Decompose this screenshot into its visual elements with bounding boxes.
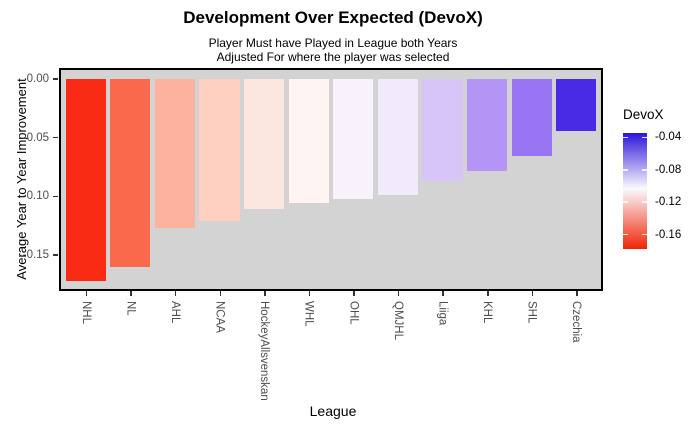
x-tick-mark bbox=[219, 291, 222, 296]
bar-QMJHL bbox=[377, 79, 418, 196]
x-tick-mark bbox=[264, 291, 266, 296]
legend-tick-mark bbox=[623, 136, 628, 139]
x-tick-label: NL bbox=[124, 301, 137, 316]
x-tick-label: Liiga bbox=[436, 301, 449, 326]
x-tick-label: KHL bbox=[481, 301, 494, 324]
legend-tick-label: -0.16 bbox=[655, 228, 682, 241]
bar-NHL bbox=[65, 79, 106, 281]
bar-HockeyAllsvenskan bbox=[244, 79, 285, 210]
legend-tick-mark bbox=[642, 136, 647, 139]
legend-tick-mark bbox=[642, 169, 647, 171]
legend-tick-label: -0.12 bbox=[655, 196, 682, 209]
legend-tick-label: -0.08 bbox=[655, 163, 682, 176]
x-tick-mark bbox=[174, 291, 177, 296]
x-tick-mark bbox=[397, 291, 400, 296]
legend-tick-mark bbox=[642, 201, 647, 203]
x-tick-mark bbox=[442, 291, 444, 296]
x-tick-mark bbox=[576, 291, 578, 296]
y-tick-label: -0.05 bbox=[22, 131, 49, 144]
bar-KHL bbox=[467, 79, 508, 171]
y-tick-label: -0.10 bbox=[22, 190, 49, 203]
x-tick-mark bbox=[487, 291, 489, 296]
chart-subtitle-line2: Adjusted For where the player was select… bbox=[216, 50, 450, 64]
bar-NL bbox=[110, 79, 151, 267]
chart-subtitle-line1: Player Must have Played in League both Y… bbox=[208, 36, 458, 50]
bar-OHL bbox=[333, 79, 374, 199]
x-tick-label: WHL bbox=[302, 301, 315, 327]
legend-tick-mark bbox=[623, 201, 628, 203]
x-tick-mark bbox=[130, 291, 132, 296]
x-tick-label: NCAA bbox=[213, 301, 226, 333]
y-tick-mark bbox=[53, 254, 58, 256]
chart-title: Development Over Expected (DevoX) bbox=[183, 8, 483, 27]
legend-tick-label: -0.04 bbox=[655, 131, 682, 144]
y-tick-label: -0.15 bbox=[22, 248, 49, 261]
legend-tick-mark bbox=[623, 169, 628, 171]
x-tick-label: Czechia bbox=[570, 301, 583, 343]
bar-Liiga bbox=[422, 79, 463, 182]
x-tick-mark bbox=[531, 291, 534, 296]
plot-panel bbox=[59, 68, 603, 291]
bar-AHL bbox=[154, 79, 195, 228]
y-tick-mark bbox=[53, 78, 58, 80]
x-tick-mark bbox=[85, 291, 88, 296]
x-axis-title: League bbox=[309, 403, 357, 419]
y-tick-label: 0.00 bbox=[26, 73, 49, 85]
x-tick-label: AHL bbox=[168, 301, 181, 324]
x-tick-label: SHL bbox=[525, 301, 538, 324]
y-axis-title: Average Year to Year Improvement bbox=[14, 78, 29, 280]
y-tick-mark bbox=[53, 195, 58, 198]
x-tick-mark bbox=[308, 291, 311, 296]
legend-tick-mark bbox=[642, 233, 647, 236]
x-tick-label: OHL bbox=[347, 301, 360, 325]
legend-title: DevoX bbox=[623, 107, 664, 122]
y-tick-mark bbox=[53, 136, 58, 139]
legend-tick-mark bbox=[623, 233, 628, 236]
x-tick-label: QMJHL bbox=[391, 301, 404, 340]
bar-NCAA bbox=[199, 79, 240, 221]
legend-colorbar bbox=[623, 133, 647, 249]
x-tick-label: HockeyAllsvenskan bbox=[258, 301, 271, 401]
bar-Czechia bbox=[556, 79, 597, 131]
bar-SHL bbox=[511, 79, 552, 157]
x-tick-label: NHL bbox=[79, 301, 92, 325]
x-tick-mark bbox=[353, 291, 355, 296]
bar-WHL bbox=[288, 79, 329, 204]
